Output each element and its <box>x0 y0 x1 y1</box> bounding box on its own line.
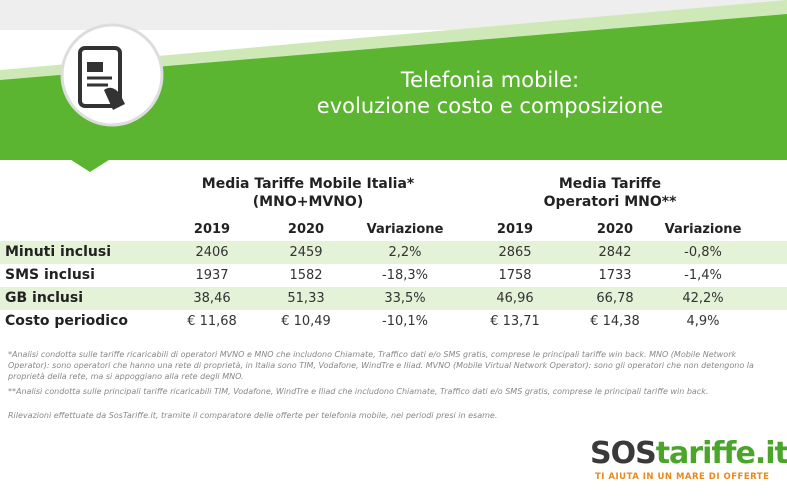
table-cell: 1758 <box>498 268 532 283</box>
table-row: Minuti inclusi 2406 2459 2,2% 2865 2842 -0,8% <box>0 241 787 264</box>
column-header: Variazione <box>366 222 444 237</box>
title: evoluzione costo e composizione <box>316 94 664 118</box>
table-cell: 2842 <box>598 245 632 260</box>
table-cell: € 13,71 <box>490 314 540 329</box>
footnote: Rilevazioni effettuate da SosTariffe.it,… <box>8 411 498 420</box>
column-header: Variazione <box>664 222 742 237</box>
logo: SOStariffe.it <box>590 436 787 471</box>
table-row: Costo periodico € 11,68 € 10,49 -10,1% € 13,… <box>0 310 787 333</box>
table-cell: -18,3% <box>382 268 428 283</box>
table-cell: € 14,38 <box>590 314 640 329</box>
table-cell: 46,96 <box>496 291 534 306</box>
logo-tagline: TI AIUTA IN UN MARE DI OFFERTE <box>595 472 770 482</box>
group-header: Media Tariffe Mobile Italia* <box>201 176 415 192</box>
table-cell: 2406 <box>195 245 229 260</box>
table-cell: 2,2% <box>388 245 422 260</box>
column-header-row: 2019 2020 Variazione 2019 2020 Variazione <box>0 218 787 241</box>
table-cell: 2459 <box>289 245 323 260</box>
table-cell: -1,4% <box>684 268 722 283</box>
footnote: *Analisi condotta sulle tariffe ricarica… <box>8 350 754 381</box>
banner <box>0 0 787 172</box>
group-header: Media Tariffe <box>558 176 662 192</box>
row-label: Costo periodico <box>5 313 128 329</box>
column-header: 2020 <box>596 222 634 237</box>
table-cell: -10,1% <box>382 314 428 329</box>
table-cell: 42,2% <box>682 291 724 306</box>
table-row: SMS inclusi 1937 1582 -18,3% 1758 1733 -1,4% <box>0 264 787 287</box>
table-cell: 33,5% <box>384 291 426 306</box>
group-header: (MNO+MVNO) <box>252 194 364 210</box>
table-cell: 1733 <box>598 268 632 283</box>
column-header: 2019 <box>496 222 534 237</box>
table-cell: 51,33 <box>287 291 325 306</box>
row-label: GB inclusi <box>5 290 83 306</box>
column-header: 2020 <box>287 222 325 237</box>
table-cell: 1582 <box>289 268 323 283</box>
footnote: **Analisi condotta sulle principali tari… <box>8 387 709 396</box>
table-cell: 4,9% <box>686 314 720 329</box>
logo-text: SOS <box>590 436 657 471</box>
table-cell: -0,8% <box>684 245 722 260</box>
table-cell: 2865 <box>498 245 532 260</box>
table-row: GB inclusi 38,46 51,33 33,5% 46,96 66,78 42,2% <box>0 287 787 310</box>
table-cell: € 10,49 <box>281 314 331 329</box>
column-header: 2019 <box>193 222 231 237</box>
table-cell: 1937 <box>195 268 229 283</box>
row-label: Minuti inclusi <box>5 244 111 260</box>
logo-text: tariffe.it <box>655 436 787 471</box>
table-cell: 38,46 <box>193 291 231 306</box>
group-header: Operatori MNO** <box>543 194 677 210</box>
table-cell: 66,78 <box>596 291 634 306</box>
title: Telefonia mobile: <box>400 68 580 92</box>
table-cell: € 11,68 <box>187 314 237 329</box>
row-label: SMS inclusi <box>5 267 95 283</box>
